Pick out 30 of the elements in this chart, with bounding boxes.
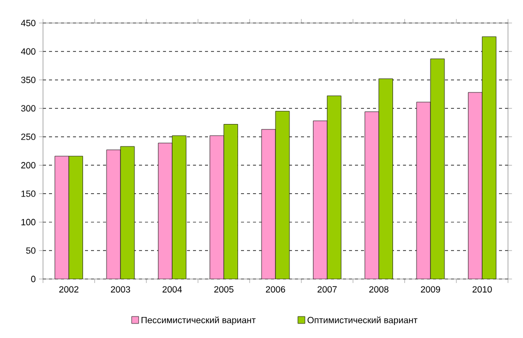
bar: [313, 120, 328, 279]
x-tick-label: 2010: [472, 286, 492, 293]
y-tick-label: 0: [31, 276, 36, 282]
y-tick-label: 300: [21, 105, 36, 112]
bar: [416, 102, 431, 279]
bar: [261, 129, 276, 279]
bar: [210, 135, 224, 279]
x-tick-label: 2008: [369, 286, 388, 293]
y-tick-label: 100: [21, 218, 36, 226]
y-tick-label: 250: [21, 134, 36, 140]
x-tick-label: 2009: [420, 286, 440, 293]
y-tick-label: 200: [21, 162, 36, 168]
x-tick-label: 2003: [110, 286, 130, 293]
x-tick-label: 2005: [214, 286, 234, 293]
bar: [364, 112, 380, 279]
y-tick-label: 450: [20, 20, 36, 26]
bar: [54, 156, 70, 279]
y-tick-label: 400: [20, 48, 36, 55]
bar: [106, 150, 121, 279]
x-tick-label: 2007: [318, 286, 337, 293]
y-tick-label: 350: [21, 76, 36, 84]
y-tick-label: 150: [21, 190, 36, 197]
x-tick-label: 2006: [266, 286, 286, 293]
bar: [468, 92, 482, 279]
x-tick-label: 2004: [162, 286, 182, 293]
x-tick-label: 2002: [59, 286, 78, 293]
legend-label: Пессимистический вариант: [142, 316, 256, 326]
y-tick-label: 50: [26, 247, 36, 254]
bar: [158, 142, 172, 279]
legend-label: Оптимистический вариант: [308, 316, 418, 326]
